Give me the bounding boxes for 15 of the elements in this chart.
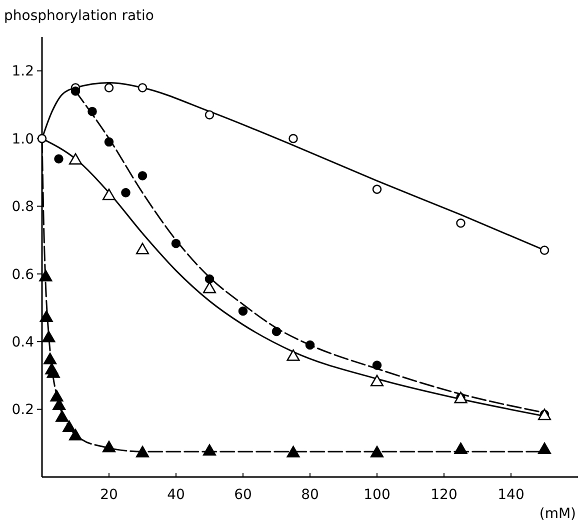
x-tick-label: 40 [167, 487, 185, 503]
x-axis-title: (mM) [539, 506, 576, 522]
y-tick-label: 0.6 [12, 266, 34, 283]
x-tick-label: 20 [100, 487, 118, 503]
y-tick-label: 0.8 [12, 199, 34, 216]
y-tick-label: 1.0 [12, 131, 34, 148]
y-tick-label: 0.2 [12, 402, 34, 418]
x-tick-label: 120 [430, 487, 458, 503]
y-axis-title: phosphorylation ratio [4, 8, 154, 24]
y-tick-label: 1.2 [12, 64, 34, 80]
x-tick-label: 140 [498, 487, 524, 503]
x-tick-label: 60 [234, 487, 252, 503]
y-tick-label: 0.4 [12, 334, 34, 351]
x-tick-label: 100 [364, 487, 390, 503]
x-tick-label: 80 [301, 487, 319, 503]
